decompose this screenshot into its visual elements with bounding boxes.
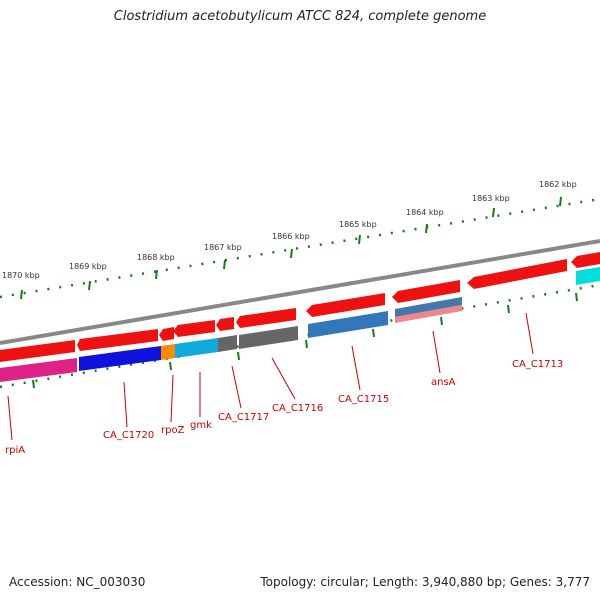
gene-label-gmk[interactable]: gmk [190, 420, 212, 431]
kbp-major-tick [290, 248, 293, 259]
kbp-scale-dots [0, 197, 600, 299]
kbp-label: 1862 kbp [539, 180, 577, 189]
kbp-label: 1868 kbp [137, 253, 175, 262]
gene-label-CA_C1713[interactable]: CA_C1713 [512, 359, 563, 370]
gene-label-CA_C1717[interactable]: CA_C1717 [218, 412, 269, 423]
gene-label-CA_C1715[interactable]: CA_C1715 [338, 394, 389, 405]
leader-CA_C1713 [525, 312, 534, 355]
leader-rpoZ [170, 374, 174, 423]
gene-CA_C1715[interactable] [308, 311, 388, 338]
inner-scale-dots [0, 283, 600, 389]
leader-ansA [432, 330, 441, 374]
forward-genes [0, 252, 600, 362]
gene-CA_C1720[interactable] [79, 346, 161, 371]
gene-gmk[interactable] [175, 338, 218, 358]
gene-rpoZ[interactable] [161, 344, 175, 360]
gene-forward-8[interactable] [392, 280, 460, 303]
inner-major-tick [507, 304, 510, 314]
gene-labels: rpiA CA_C1720 rpoZ gmk CA_C1717 CA_C1716… [5, 359, 563, 456]
leader-CA_C1716 [271, 357, 296, 400]
gene-forward-2[interactable] [77, 329, 158, 351]
gene-ansA-bottom[interactable] [395, 305, 462, 323]
inner-major-tick [305, 339, 308, 349]
gene-label-rpoZ[interactable]: rpoZ [161, 425, 185, 436]
leader-CA_C1720 [123, 381, 128, 428]
kbp-label: 1869 kbp [69, 262, 107, 271]
kbp-major-tick [559, 196, 562, 207]
leader-rpiA [7, 395, 13, 441]
gene-forward-9[interactable] [467, 259, 567, 289]
gene-forward-7[interactable] [306, 293, 385, 317]
colored-genes [0, 267, 600, 382]
gene-rpiA[interactable] [0, 358, 77, 382]
inner-major-tick [372, 328, 375, 338]
inner-major-tick [32, 379, 35, 389]
kbp-label: 1866 kbp [272, 232, 310, 241]
accession-text: Accession: NC_003030 [9, 575, 146, 589]
kbp-label: 1863 kbp [472, 194, 510, 203]
kbp-label: 1867 kbp [204, 243, 242, 252]
kbp-major-tick [425, 223, 428, 234]
gene-forward-5[interactable] [216, 317, 234, 331]
gene-forward-10[interactable] [571, 252, 600, 268]
leader-CA_C1717 [231, 365, 242, 409]
gene-ansA-top[interactable] [395, 297, 462, 317]
kbp-major-tick [223, 259, 226, 270]
genome-backbone [0, 239, 600, 345]
kbp-label: 1870 kbp [2, 271, 40, 280]
inner-major-tick [575, 292, 578, 302]
kbp-major-tick [20, 289, 23, 300]
label-leaders [7, 312, 534, 441]
gene-forward-1[interactable] [0, 340, 75, 362]
kbp-scale: 1862 kbp 1863 kbp 1864 kbp 1865 kbp 1866… [0, 180, 600, 300]
gene-forward-3[interactable] [159, 327, 174, 341]
gene-CA_C1716[interactable] [239, 326, 298, 349]
kbp-major-tick [492, 207, 495, 218]
kbp-major-tick [155, 269, 158, 280]
kbp-major-tick [88, 280, 91, 291]
gene-forward-4[interactable] [173, 320, 215, 337]
genome-title: Clostridium acetobutylicum ATCC 824, com… [113, 9, 487, 24]
gene-label-ansA[interactable]: ansA [431, 377, 456, 388]
inner-scale [0, 283, 600, 389]
gene-label-rpiA[interactable]: rpiA [5, 445, 25, 456]
gene-label-CA_C1720[interactable]: CA_C1720 [103, 430, 154, 441]
gene-cyan[interactable] [576, 267, 600, 285]
leader-CA_C1715 [351, 345, 361, 391]
kbp-label: 1865 kbp [339, 220, 377, 229]
genome-stats-text: Topology: circular; Length: 3,940,880 bp… [260, 575, 590, 589]
gene-label-CA_C1716[interactable]: CA_C1716 [272, 403, 323, 414]
inner-major-tick [440, 316, 443, 326]
inner-major-tick [169, 361, 172, 371]
kbp-label: 1864 kbp [406, 208, 444, 217]
kbp-major-tick [358, 234, 361, 245]
gene-forward-6[interactable] [236, 308, 296, 328]
gene-CA_C1717[interactable] [218, 335, 237, 352]
inner-major-tick [237, 351, 240, 361]
